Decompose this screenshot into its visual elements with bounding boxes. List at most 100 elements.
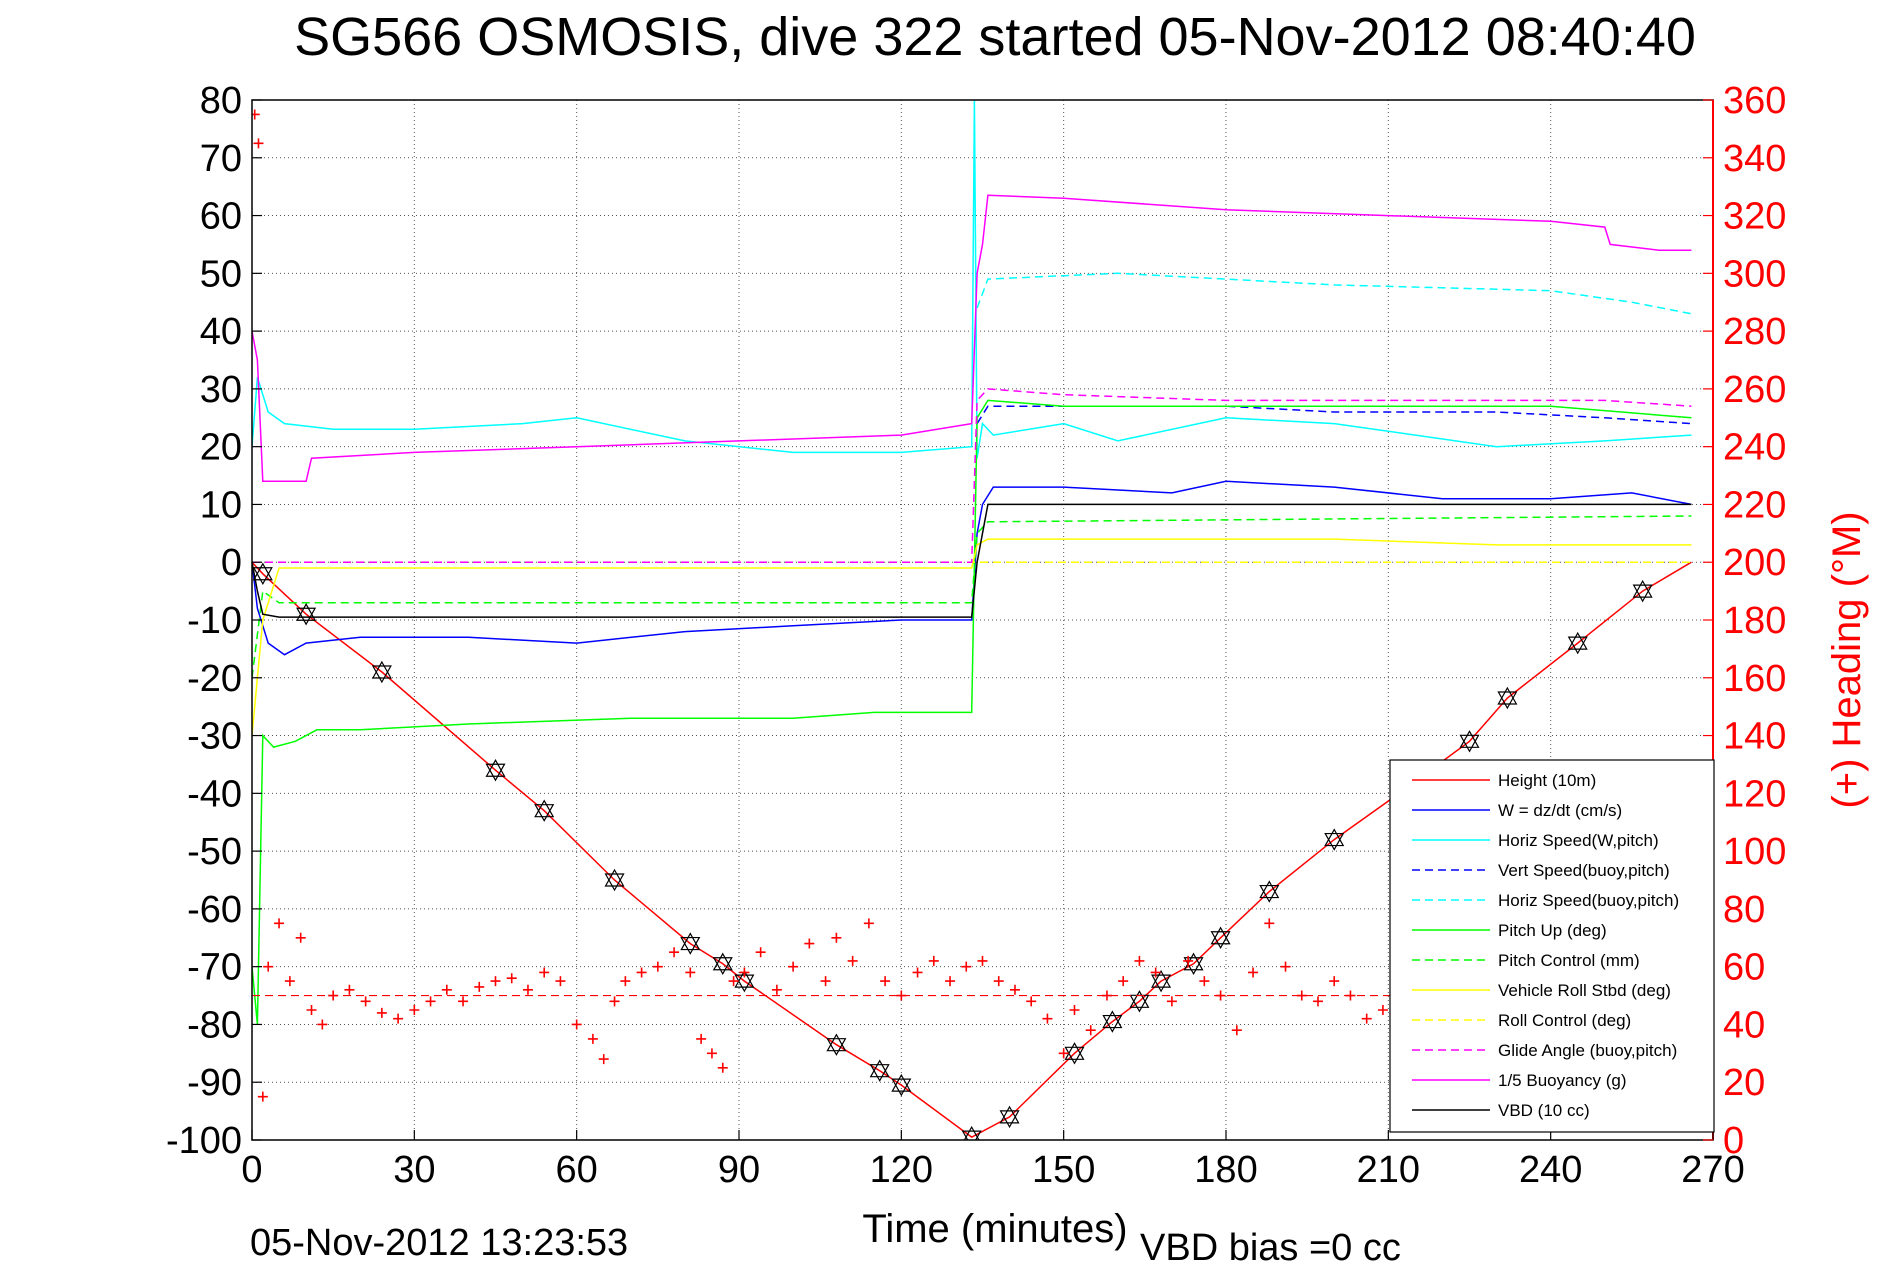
height-marker-down [1259,884,1280,903]
heading-point [274,918,285,929]
heading-point [993,976,1004,987]
y-left-tick-label: 80 [200,80,242,122]
heading-point [739,967,750,978]
heading-point [1183,955,1194,966]
y-right-tick-label: 280 [1723,311,1786,353]
height-marker-up [1210,926,1231,945]
heading-point [831,932,842,943]
legend-label: 1/5 Buoyancy (g) [1498,1071,1627,1090]
heading-point [636,967,647,978]
height-marker-up [1129,990,1150,1008]
x-tick-label: 30 [393,1149,435,1191]
heading-point [555,976,566,987]
height-marker-up [1459,730,1480,748]
height-marker-down [1459,734,1480,753]
x-tick-label: 210 [1357,1149,1420,1191]
heading-point [1231,1025,1242,1036]
heading-point [458,996,469,1007]
heading-point [1069,1005,1080,1015]
heading-point [685,967,696,978]
y-left-tick-label: 60 [200,196,242,238]
heading-point [1118,976,1129,987]
y-left-tick-label: -60 [187,889,242,931]
heading-point [728,976,739,987]
x-tick-label: 180 [1194,1149,1257,1191]
x-tick-label: 90 [718,1149,760,1191]
legend-box [1389,759,1715,1133]
heading-point [1150,967,1161,978]
heading-point [490,976,501,987]
series-line-6 [252,515,1692,678]
heading-point [1312,996,1323,1007]
y-left-tick-label: 40 [200,311,242,353]
series-line-5 [252,399,1692,1025]
y-left-tick-label: 20 [200,427,242,469]
y-right-tick-label: 140 [1723,716,1786,758]
height-marker-up [734,969,755,988]
heading-point [317,1019,328,1030]
height-marker-up [252,562,273,581]
height-marker-up [604,868,625,887]
y-right-tick-label: 0 [1723,1120,1744,1162]
y-right-tick-label: 40 [1723,1004,1765,1046]
series-line-7 [252,538,1692,736]
heading-point [863,918,874,929]
x-tick-label: 270 [1681,1149,1744,1191]
legend-label: Roll Control (deg) [1498,1011,1631,1030]
heading-point [1296,990,1307,1001]
heading-point [1009,984,1020,995]
height-marker-up [534,799,555,818]
height-marker-up [485,758,506,777]
heading-point [928,955,939,966]
x-tick-label: 240 [1519,1149,1582,1191]
y-left-tick-label: -50 [187,831,242,873]
y-left-tick-label: 10 [200,484,242,526]
heading-point [1215,990,1226,1001]
x-tick-label: 60 [556,1149,598,1191]
heading-point [1280,961,1291,972]
legend-label: Vehicle Roll Stbd (deg) [1498,981,1671,1000]
heading-point [1199,976,1210,987]
height-marker-down [296,607,317,626]
legend: Height (10m) W = dz/dt (cm/s) Horiz Speed(… [1389,759,1715,1133]
y-right-tick-label: 120 [1723,773,1786,815]
height-marker-up [1632,579,1653,598]
y-left-tick-label: -10 [187,600,242,642]
heading-point [847,955,858,966]
heading-point [755,947,766,958]
heading-point [295,932,306,943]
heading-point [474,981,485,992]
y-left-tick-label: 70 [200,138,242,180]
y-left-tick-label: -30 [187,716,242,758]
legend-label: Height (10m) [1498,771,1596,790]
height-marker-up [891,1073,912,1092]
heading-point [945,976,956,987]
heading-point [1134,955,1145,966]
heading-point [912,967,923,978]
y-left-tick-label: 50 [200,253,242,295]
heading-point [706,1048,717,1059]
heading-point [1166,996,1177,1007]
legend-label: Pitch Up (deg) [1498,921,1607,940]
y-left-tick-label: 0 [221,542,242,584]
heading-point [344,984,355,995]
heading-point [393,1013,404,1024]
y-left-tick-label: -80 [187,1004,242,1046]
height-marker-up [1151,969,1172,988]
heading-point [771,984,782,995]
y-right-tick-label: 320 [1723,196,1786,238]
series-line-10 [252,194,1692,483]
legend-label: Glide Angle (buoy,pitch) [1498,1041,1677,1060]
height-marker-up [1102,1010,1123,1029]
height-marker-up [296,602,317,621]
y-left-tick-label: -70 [187,947,242,989]
plot-area: 0 30 60 90 120 150 180 210 240 270 80 70 60 50 40 30 20 1… [166,80,1786,1191]
series-line-4 [976,272,1692,315]
heading-point [1248,967,1259,978]
height-marker-down [1497,691,1518,710]
y-left-tick-label: 30 [200,369,242,411]
height-marker-up [1497,686,1518,705]
height-marker-down [999,1110,1020,1129]
y-right-tick-label: 220 [1723,484,1786,526]
y-right-tick-label: 260 [1723,369,1786,411]
